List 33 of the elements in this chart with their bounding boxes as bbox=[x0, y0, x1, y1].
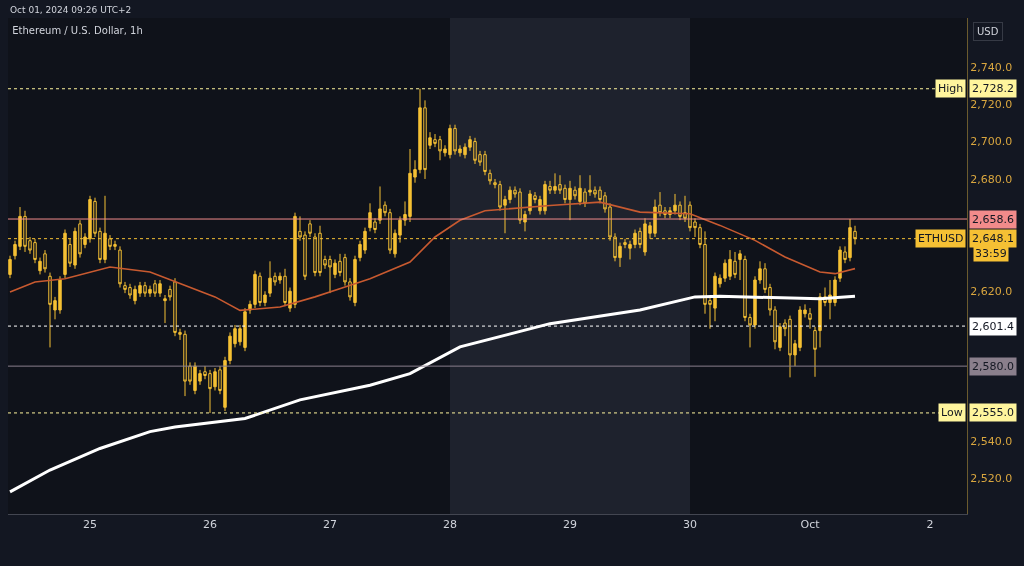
y-tick-label: 2,648.1 bbox=[972, 232, 1014, 245]
y-tick-label: 2,658.6 bbox=[972, 213, 1014, 226]
line-series bbox=[9, 201, 856, 312]
ref-line-label: Low bbox=[941, 406, 963, 419]
x-tick-label: 29 bbox=[563, 518, 577, 532]
ref-line-label: High bbox=[938, 82, 964, 95]
text: Ethereum / U.S. Dollar, 1h bbox=[12, 24, 143, 36]
y-tick-label: 2,728.2 bbox=[972, 82, 1014, 95]
x-tick-label: 2 bbox=[926, 518, 934, 532]
y-tick-label: 2,620.0 bbox=[970, 285, 1013, 299]
y-tick-label: 2,540.0 bbox=[970, 434, 1013, 448]
y-tick-label: 2,520.0 bbox=[970, 472, 1013, 486]
x-tick-label: 26 bbox=[203, 518, 217, 532]
ref-line-label: ETHUSD bbox=[918, 232, 964, 245]
x-tick-label: 28 bbox=[443, 518, 457, 532]
x-tick-label: 27 bbox=[323, 518, 337, 532]
candlestick bbox=[8, 255, 12, 279]
text: 33:59 bbox=[975, 247, 1007, 260]
candlestick bbox=[118, 245, 122, 289]
candlestick bbox=[163, 294, 167, 324]
y-axis-title: USD bbox=[977, 26, 999, 37]
x-tick-label: 30 bbox=[683, 518, 697, 532]
y-tick-label: 2,580.0 bbox=[972, 360, 1014, 373]
y-tick-label: 2,720.0 bbox=[970, 97, 1013, 111]
y-tick-label: 2,555.0 bbox=[972, 406, 1014, 419]
y-tick-label: 2,700.0 bbox=[970, 135, 1013, 149]
candlestick bbox=[488, 169, 492, 186]
x-tick-label: 25 bbox=[83, 518, 97, 532]
text: Oct 01, 2024 09:26 UTC+2 bbox=[10, 5, 132, 15]
y-tick-label: 2,740.0 bbox=[970, 60, 1013, 74]
y-tick-label: 2,601.4 bbox=[972, 320, 1014, 333]
y-tick-label: 2,680.0 bbox=[970, 172, 1013, 186]
x-tick-label: Oct bbox=[800, 518, 821, 532]
